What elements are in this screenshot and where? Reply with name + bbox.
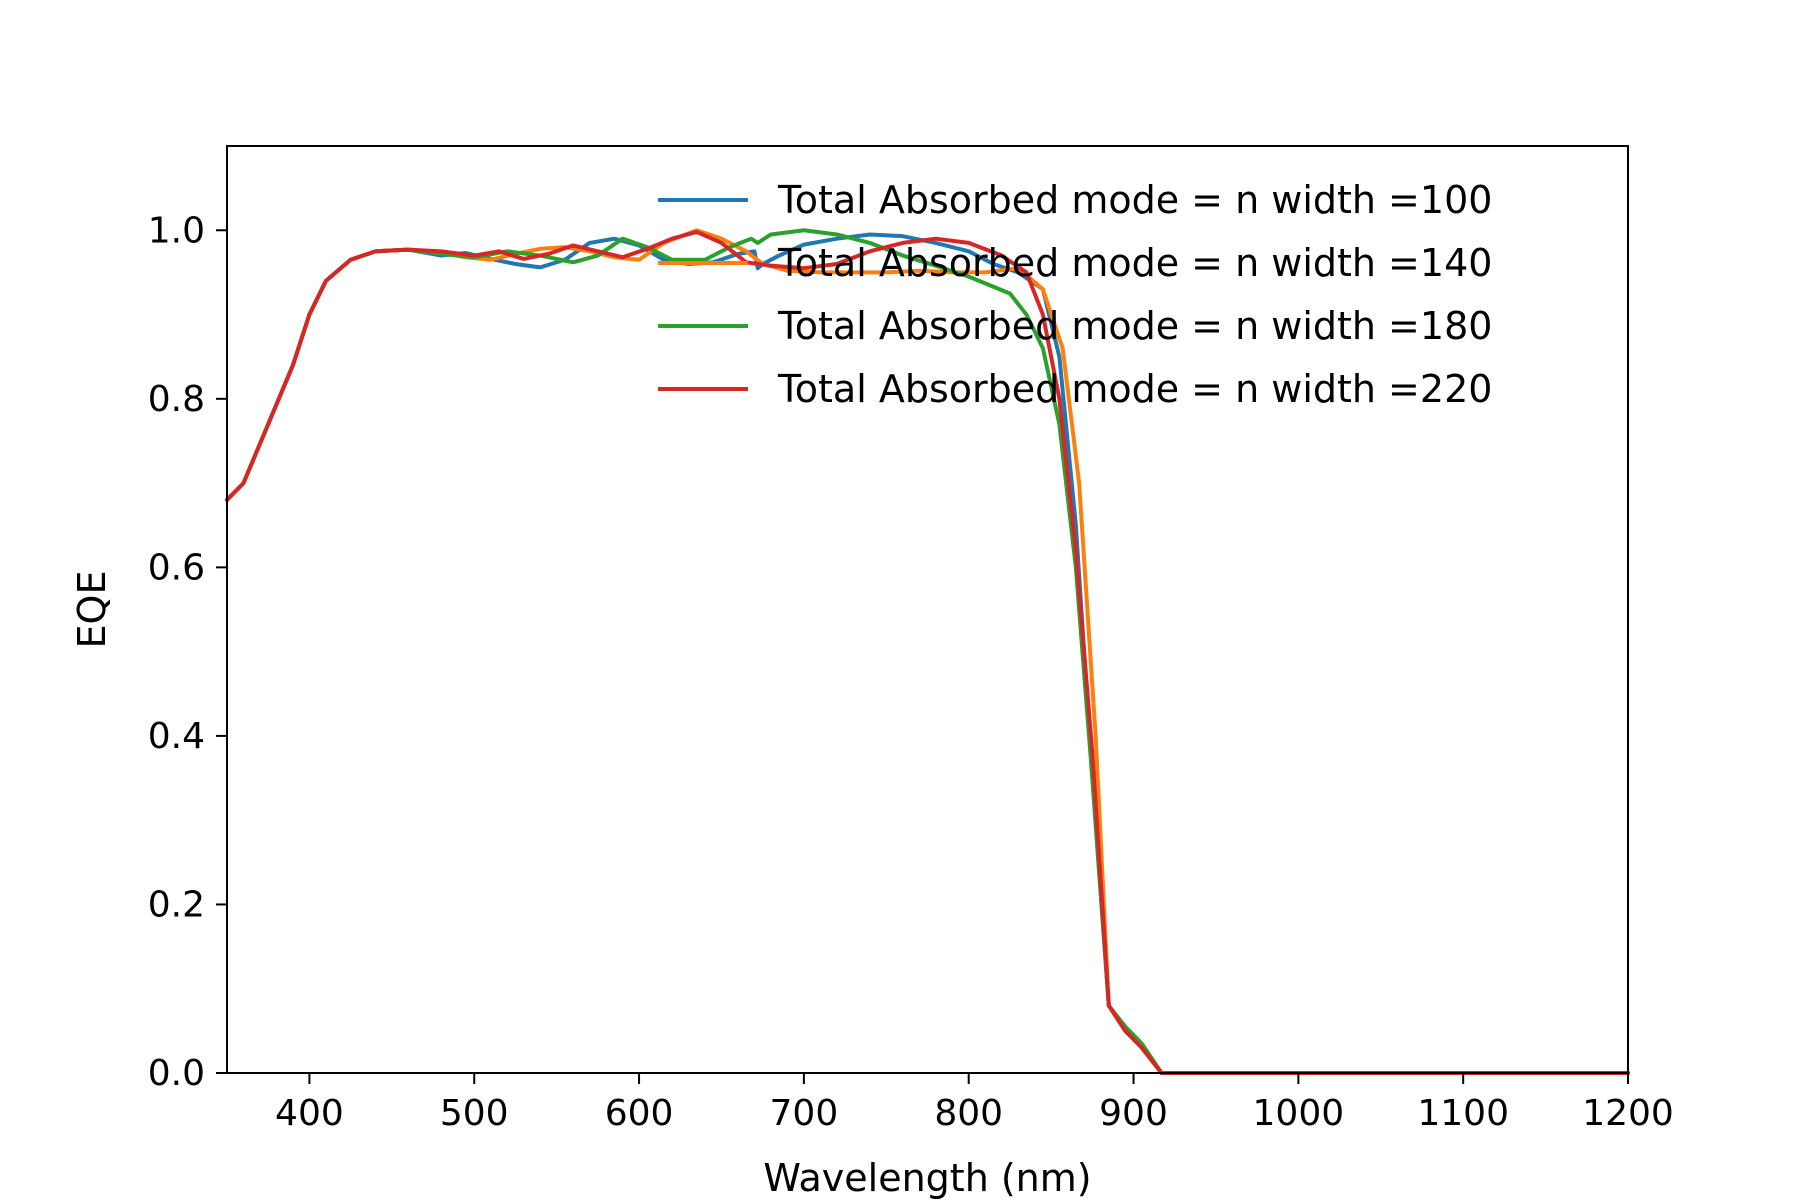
axes-frame — [226, 145, 1629, 1074]
x-tick-label: 1000 — [1253, 1093, 1345, 1134]
y-tick-label: 0.6 — [148, 547, 205, 588]
y-tick-label: 1.0 — [148, 210, 205, 251]
x-tick-label: 900 — [1099, 1093, 1168, 1134]
legend-label-2: Total Absorbed mode = n width =140 — [777, 241, 1492, 285]
legend-label-4: Total Absorbed mode = n width =220 — [777, 367, 1492, 411]
x-tick-label: 400 — [275, 1093, 344, 1134]
y-tick-label: 0.4 — [148, 716, 205, 757]
y-tick-label: 0.8 — [148, 379, 205, 420]
legend-label-3: Total Absorbed mode = n width =180 — [777, 304, 1492, 348]
y-axis-ticks: 0.0 0.2 0.4 0.6 0.8 1.0 — [148, 210, 227, 1094]
x-tick-label: 1100 — [1417, 1093, 1509, 1134]
x-tick-label: 600 — [605, 1093, 674, 1134]
y-tick-label: 0.0 — [148, 1053, 205, 1094]
x-tick-label: 700 — [770, 1093, 839, 1134]
legend: Total Absorbed mode = n width =100 Total … — [658, 178, 1492, 411]
y-axis-label: EQE — [70, 571, 114, 649]
x-axis-ticks: 400 500 600 700 800 900 1000 1100 1200 — [275, 1073, 1674, 1134]
x-tick-label: 500 — [440, 1093, 509, 1134]
legend-label-1: Total Absorbed mode = n width =100 — [777, 178, 1492, 222]
y-tick-label: 0.2 — [148, 884, 205, 925]
x-axis-label: Wavelength (nm) — [763, 1156, 1091, 1200]
x-tick-label: 1200 — [1582, 1093, 1674, 1134]
x-tick-label: 800 — [934, 1093, 1003, 1134]
